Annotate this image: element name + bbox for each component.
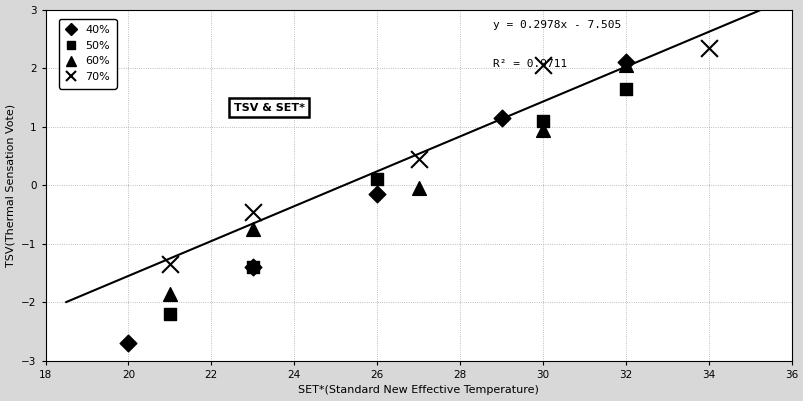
Text: y = 0.2978x - 7.505: y = 0.2978x - 7.505	[493, 20, 621, 30]
Point	[412, 185, 425, 191]
Point	[702, 45, 715, 51]
Point	[536, 62, 548, 69]
Legend: 40%, 50%, 60%, 70%: 40%, 50%, 60%, 70%	[59, 18, 116, 89]
Point	[536, 126, 548, 133]
Point	[370, 176, 383, 182]
Point	[246, 264, 259, 270]
Point	[163, 311, 176, 317]
Text: TSV & SET*: TSV & SET*	[234, 103, 304, 113]
Point	[412, 156, 425, 162]
Point	[246, 226, 259, 232]
Point	[619, 59, 632, 65]
Point	[536, 117, 548, 124]
Point	[370, 191, 383, 197]
Point	[163, 261, 176, 267]
X-axis label: SET*(Standard New Effective Temperature): SET*(Standard New Effective Temperature)	[298, 385, 539, 395]
Text: R² = 0.9711: R² = 0.9711	[493, 59, 567, 69]
Point	[163, 290, 176, 297]
Point	[246, 264, 259, 270]
Point	[619, 62, 632, 69]
Point	[619, 85, 632, 92]
Point	[122, 340, 135, 346]
Point	[246, 209, 259, 215]
Point	[495, 115, 507, 121]
Y-axis label: TSV(Thermal Sensation Vote): TSV(Thermal Sensation Vote)	[6, 103, 15, 267]
